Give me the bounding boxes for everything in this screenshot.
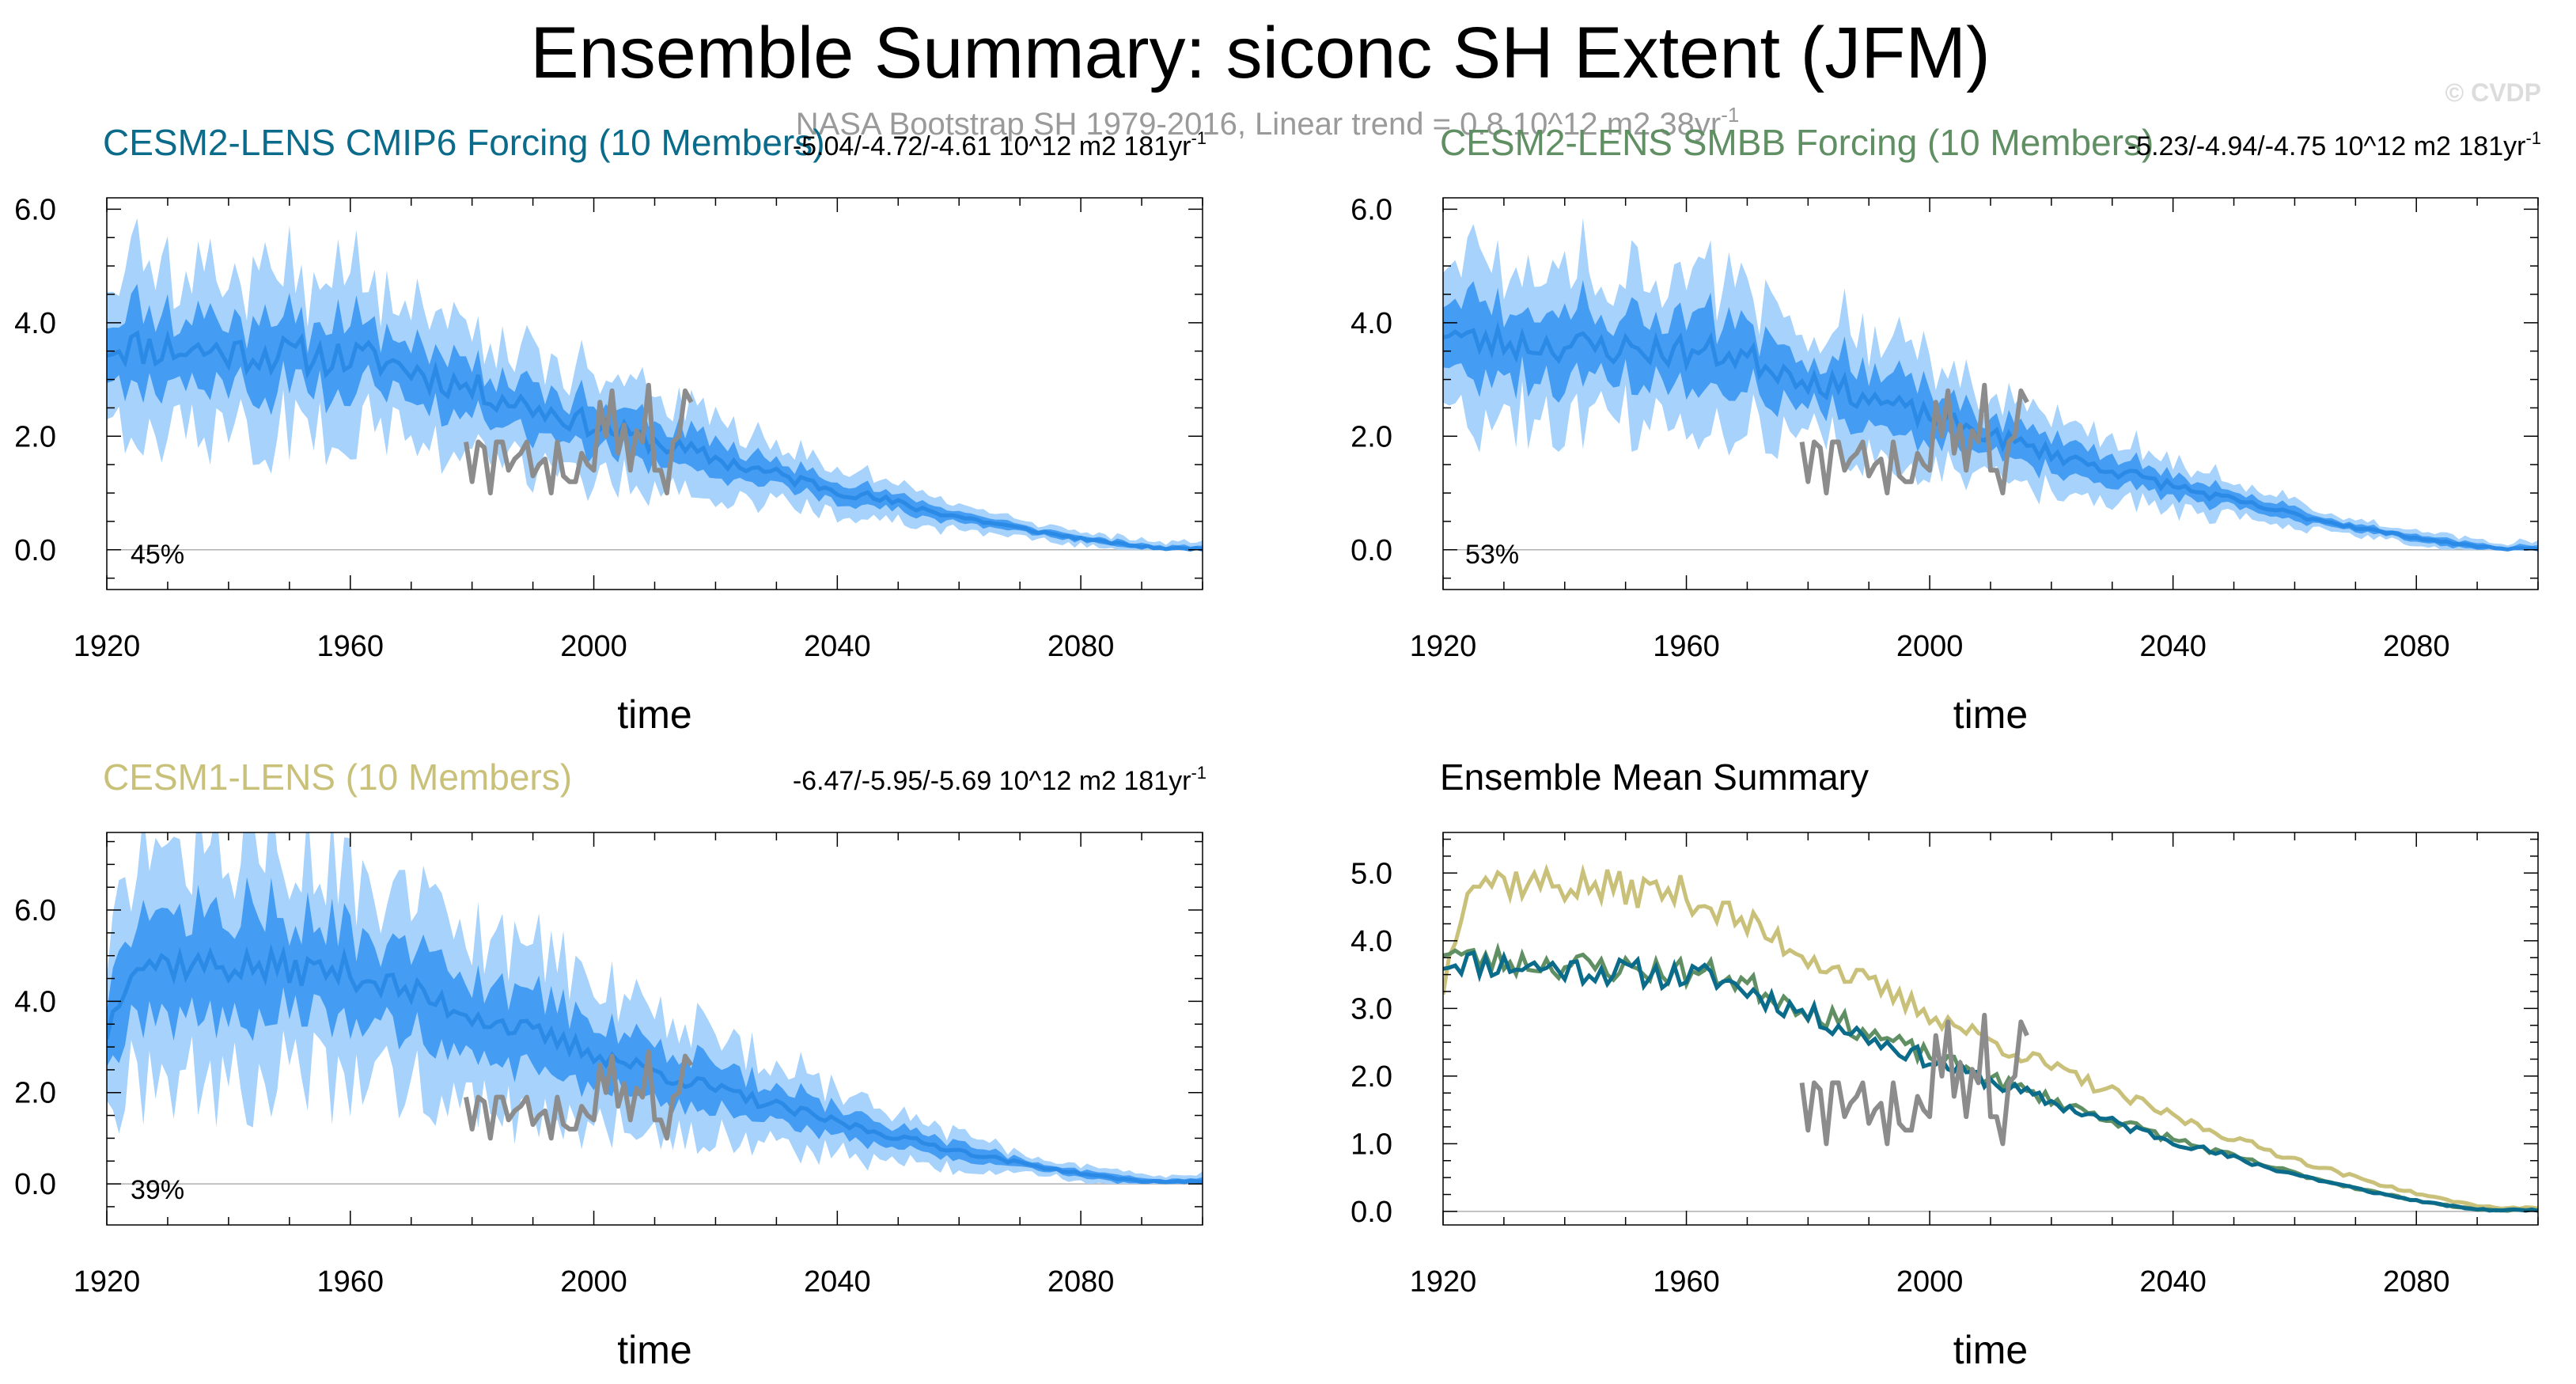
panel-trend: -5.23/-4.94/-4.75 10^12 m2 181yr-1 <box>2127 128 2541 161</box>
y-tick-label: 5.0 <box>1351 857 1392 890</box>
x-tick-label: 2080 <box>1047 630 1115 663</box>
y-tick-label: 4.0 <box>14 307 56 340</box>
panel-trend-sup: -1 <box>1191 128 1207 148</box>
x-tick-label: 1960 <box>1653 1265 1720 1299</box>
x-tick-label: 2040 <box>804 1265 871 1299</box>
x-axis-label: time <box>617 1328 691 1372</box>
plot-area <box>107 218 1203 552</box>
y-tick-label: 4.0 <box>14 985 56 1018</box>
x-tick-label: 2040 <box>2139 1265 2207 1299</box>
panel-cesm1: CESM1-LENS (10 Members) -6.47/-5.95/-5.69… <box>14 756 1207 1372</box>
x-tick-label: 1920 <box>1410 630 1477 663</box>
x-tick-label: 2080 <box>2383 630 2450 663</box>
figure-subtitle-sup: -1 <box>1721 103 1739 127</box>
y-tick-label: 6.0 <box>1351 193 1392 226</box>
y-tick-label: 0.0 <box>14 534 56 567</box>
y-tick-label: 4.0 <box>1351 925 1392 958</box>
ensemble-outer-band <box>1443 218 2538 550</box>
y-tick-label: 0.0 <box>14 1168 56 1201</box>
panel-trend-text: -6.47/-5.95/-5.69 10^12 m2 181yr <box>793 766 1191 796</box>
x-tick-label: 2080 <box>2383 1265 2450 1299</box>
x-tick-label: 2080 <box>1047 1265 1115 1299</box>
panel-trend: -5.04/-4.72/-4.61 10^12 m2 181yr-1 <box>793 128 1207 161</box>
observed-series-line <box>1799 1012 2029 1147</box>
panel-cesm2-cmip6: CESM2-LENS CMIP6 Forcing (10 Members)-5.… <box>14 122 1207 737</box>
ensemble-inner-band <box>107 877 1203 1185</box>
y-tick-label: 2.0 <box>14 420 56 453</box>
y-tick-label: 0.0 <box>1351 534 1392 567</box>
y-tick-label: 0.0 <box>1351 1196 1392 1229</box>
percent-label: 39% <box>131 1175 184 1205</box>
y-tick-label: 1.0 <box>1351 1128 1392 1161</box>
ensemble-inner-band <box>1443 279 2538 550</box>
plot-frame <box>1442 832 2539 1226</box>
y-tick-label: 2.0 <box>14 1077 56 1110</box>
ensemble-mean-line <box>1443 320 2538 552</box>
x-tick-label: 2040 <box>804 630 871 663</box>
panel-trend-sup: -1 <box>2525 128 2541 148</box>
panel-trend-text: -5.04/-4.72/-4.61 10^12 m2 181yr <box>793 131 1191 161</box>
ensemble-mean-line <box>107 943 1203 1185</box>
x-tick-label: 1960 <box>1653 630 1720 663</box>
observed-series-line <box>464 382 694 495</box>
x-axis-label: time <box>1953 1328 2028 1372</box>
x-tick-label: 1960 <box>317 1265 385 1299</box>
panel-cesm2-smbb: CESM2-LENS SMBB Forcing (10 Members)-5.2… <box>1351 122 2541 737</box>
panel-ensemble-mean: Ensemble Mean Summary 1920 1960 2000 2040 208… <box>1351 756 2539 1372</box>
figure-subtitle-text: NASA Bootstrap SH 1979-2016, Linear tren… <box>796 107 1722 142</box>
cvdp-credit: © CVDP <box>2445 78 2541 107</box>
plot-area <box>1443 218 2538 552</box>
y-tick-label: 6.0 <box>14 894 56 927</box>
percent-label: 45% <box>131 540 184 570</box>
y-tick-label: 2.0 <box>1351 1060 1392 1094</box>
percent-label: 53% <box>1465 540 1519 570</box>
figure-title: Ensemble Summary: siconc SH Extent (JFM) <box>530 13 1991 93</box>
y-tick-label: 3.0 <box>1351 992 1392 1026</box>
x-axis-label: time <box>617 692 691 737</box>
observed-series-line <box>1799 382 2029 495</box>
y-tick-label: 6.0 <box>14 193 56 226</box>
panel-trend-text: -5.23/-4.94/-4.75 10^12 m2 181yr <box>2127 131 2526 161</box>
x-axis-label: time <box>1953 692 2028 737</box>
x-tick-label: 2000 <box>1896 630 1964 663</box>
panel-trend-sup: -1 <box>1191 763 1207 783</box>
panel-trend: -6.47/-5.95/-5.69 10^12 m2 181yr-1 <box>793 763 1207 796</box>
y-tick-label: 4.0 <box>1351 307 1392 340</box>
panel-title: CESM1-LENS (10 Members) <box>103 756 572 798</box>
panel-title: Ensemble Mean Summary <box>1440 756 1869 798</box>
x-tick-label: 1920 <box>1410 1265 1477 1299</box>
x-tick-label: 2040 <box>2139 630 2207 663</box>
x-tick-label: 1920 <box>74 1265 141 1299</box>
mean-series-line <box>1443 863 2538 1211</box>
panel-title: CESM2-LENS CMIP6 Forcing (10 Members) <box>103 122 825 163</box>
plot-area <box>107 832 1203 1185</box>
observed-series-line <box>464 1048 694 1141</box>
x-tick-label: 2000 <box>1896 1265 1964 1299</box>
panels: CESM2-LENS CMIP6 Forcing (10 Members)-5.… <box>14 122 2541 1372</box>
y-tick-label: 2.0 <box>1351 420 1392 453</box>
figure-subtitle: NASA Bootstrap SH 1979-2016, Linear tren… <box>796 103 1740 142</box>
plot-area <box>1443 863 2538 1213</box>
x-tick-label: 1920 <box>74 630 141 663</box>
x-tick-label: 2000 <box>560 630 627 663</box>
x-tick-label: 1960 <box>317 630 385 663</box>
x-tick-label: 2000 <box>560 1265 627 1299</box>
panel-title: CESM2-LENS SMBB Forcing (10 Members) <box>1440 122 2154 163</box>
